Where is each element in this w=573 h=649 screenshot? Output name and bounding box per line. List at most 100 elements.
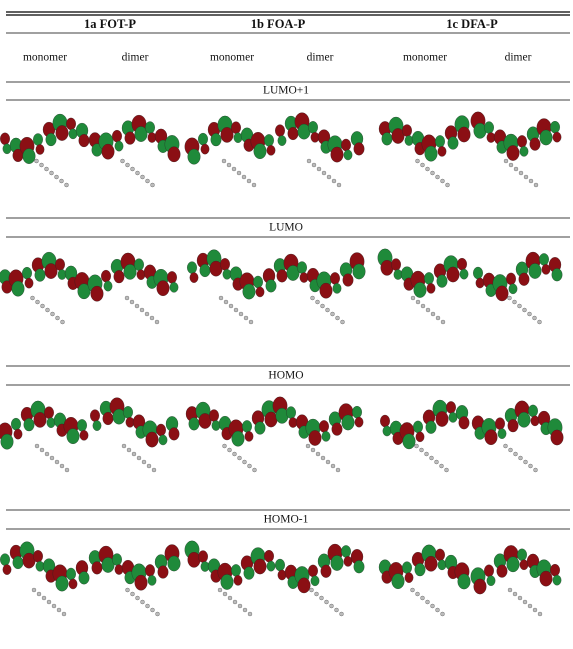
- atom: [524, 460, 528, 464]
- atom: [340, 612, 344, 616]
- orbital-lobe: [333, 283, 341, 293]
- orbital-lobe: [487, 576, 495, 586]
- orbital-lobe: [380, 415, 390, 427]
- orbital-lobe: [426, 421, 437, 434]
- orbital-lobe: [0, 554, 10, 566]
- atom: [40, 448, 44, 452]
- molecule-image: [275, 544, 364, 616]
- atom: [436, 175, 440, 179]
- atom: [238, 604, 242, 608]
- orbital-lobe: [198, 133, 208, 145]
- atom: [538, 320, 542, 324]
- orbital-lobe: [275, 125, 285, 137]
- orbital-lobe: [286, 407, 296, 419]
- orbital-lobe: [254, 559, 267, 574]
- atom: [35, 159, 39, 163]
- atom: [244, 316, 248, 320]
- orbital-lobe: [66, 568, 76, 580]
- orbital-lobe: [457, 258, 467, 270]
- section-label: LUMO: [269, 222, 303, 234]
- atom: [233, 600, 237, 604]
- orbital-lobe: [392, 574, 405, 589]
- molecule-image: [90, 398, 179, 472]
- atom: [321, 304, 325, 308]
- orbital-lobe: [405, 135, 413, 145]
- orbital-lobe: [402, 562, 412, 574]
- orbital-lobe: [435, 549, 445, 561]
- orbital-lobe: [35, 269, 46, 282]
- orbital-lobe: [435, 135, 445, 147]
- orbital-lobe: [308, 121, 318, 133]
- atom: [528, 312, 532, 316]
- atom: [336, 468, 340, 472]
- atom: [55, 460, 59, 464]
- atom: [320, 596, 324, 600]
- orbital-lobe: [332, 423, 343, 436]
- atom: [431, 312, 435, 316]
- atom: [243, 460, 247, 464]
- atom: [141, 600, 145, 604]
- orbital-lobe: [69, 579, 77, 589]
- orbital-lobe: [382, 132, 393, 145]
- orbital-lobe: [551, 430, 564, 445]
- section-label: HOMO: [268, 370, 303, 382]
- orbital-lobe: [255, 422, 266, 435]
- molecule-image: [0, 252, 90, 324]
- atom: [146, 179, 150, 183]
- orbital-lobe: [308, 565, 318, 577]
- atom: [518, 596, 522, 600]
- atom: [35, 444, 39, 448]
- orbital-lobe: [158, 566, 169, 579]
- orbital-lobe: [157, 281, 170, 296]
- orbital-lobe: [12, 281, 25, 296]
- orbital-lobe: [23, 148, 36, 163]
- atom: [331, 312, 335, 316]
- atom: [533, 316, 537, 320]
- atom: [152, 468, 156, 472]
- orbital-lobe: [458, 574, 471, 589]
- atom: [55, 175, 59, 179]
- subheader: monomer: [403, 52, 447, 64]
- atom: [508, 296, 512, 300]
- atom: [425, 452, 429, 456]
- orbital-lobe: [264, 550, 274, 562]
- orbital-lobe: [331, 555, 344, 570]
- orbital-lobe: [190, 273, 198, 283]
- orbital-lobe: [413, 421, 423, 433]
- orbital-lobe: [509, 284, 517, 294]
- atom: [326, 308, 330, 312]
- orbital-lobe: [209, 410, 219, 422]
- orbital-lobe: [508, 419, 519, 432]
- molecule-image: [0, 401, 88, 472]
- atom: [60, 464, 64, 468]
- orbital-lobe: [297, 262, 307, 274]
- atom: [252, 183, 256, 187]
- atom: [538, 612, 542, 616]
- molecule-image: [89, 115, 180, 187]
- atom: [65, 468, 69, 472]
- orbital-lobe: [425, 556, 438, 571]
- orbital-lobe: [92, 561, 103, 574]
- atom: [534, 468, 538, 472]
- atom: [335, 608, 339, 612]
- orbital-lobe: [550, 564, 560, 576]
- orbital-lobe: [242, 420, 252, 432]
- atom: [141, 175, 145, 179]
- orbital-lobe: [146, 432, 159, 447]
- atom: [513, 300, 517, 304]
- atom: [431, 171, 435, 175]
- orbital-lobe: [55, 259, 65, 271]
- orbital-lobe: [115, 141, 123, 151]
- orbital-lobe: [221, 574, 234, 589]
- atom: [421, 304, 425, 308]
- orbital-lobe: [91, 286, 104, 301]
- orbital-lobe: [331, 147, 344, 162]
- orbital-lobe: [415, 563, 426, 576]
- atom: [446, 183, 450, 187]
- orbital-lobe: [341, 545, 351, 557]
- atom: [223, 592, 227, 596]
- orbital-lobe: [168, 556, 181, 571]
- atom: [331, 464, 335, 468]
- atom: [509, 448, 513, 452]
- atom: [45, 167, 49, 171]
